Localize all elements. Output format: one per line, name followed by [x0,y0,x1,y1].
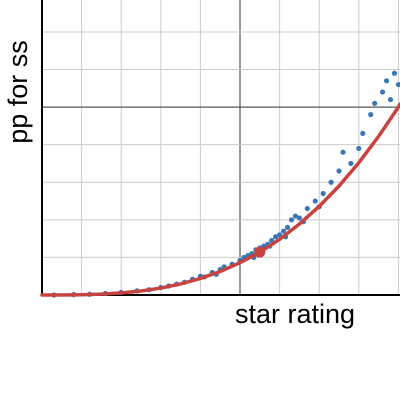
data-point [304,205,310,212]
data-point [387,96,394,103]
data-point [292,213,299,219]
data-point [273,234,279,240]
data-point [368,112,374,118]
data-point [320,190,326,197]
data-point [328,179,334,185]
data-point [360,130,366,137]
grid [41,0,400,296]
data-point [395,81,400,88]
data-point [348,160,354,167]
data-point [383,78,390,84]
data-point [372,100,378,106]
data-point [391,70,398,76]
y-axis-label: pp for ss [3,40,33,144]
data-point [379,89,386,95]
data-point [312,198,318,204]
marks [40,70,400,298]
data-point [288,217,295,223]
data-point [280,228,287,234]
fit-line [40,102,400,297]
data-point [340,149,346,155]
data-point [356,145,362,152]
data-point [284,224,291,230]
data-point [336,168,342,174]
x-axis-label: star rating [235,299,355,329]
data-point [296,215,303,221]
highlight-point [254,246,266,258]
